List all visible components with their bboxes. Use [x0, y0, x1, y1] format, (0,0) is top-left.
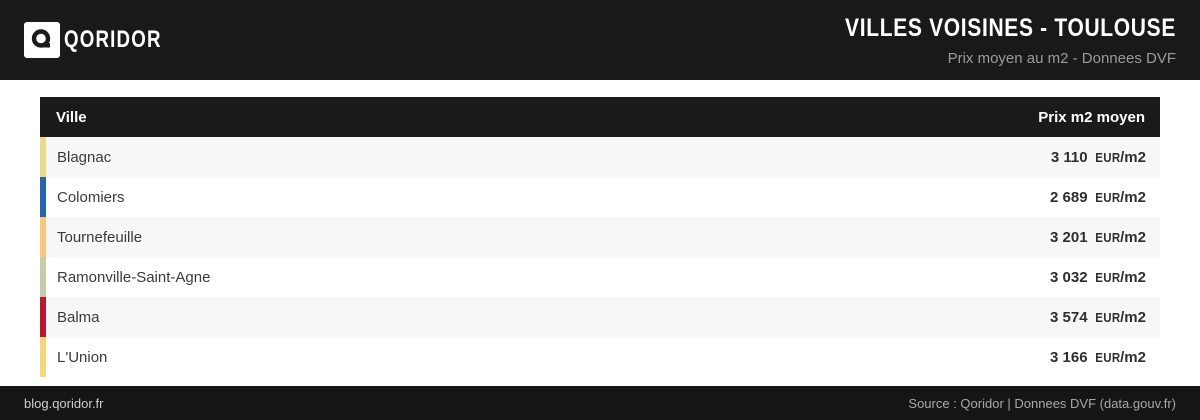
- page-subtitle: Prix moyen au m2 - Donnees DVF: [947, 49, 1176, 67]
- row-accent-bar: [40, 177, 46, 217]
- table-row: L'Union 3 166 EUR/m2: [40, 337, 1160, 377]
- table-row: Colomiers 2 689 EUR/m2: [40, 177, 1160, 217]
- qoridor-logo-icon: [24, 22, 60, 58]
- city-name: Blagnac: [57, 148, 112, 166]
- brand-name: QORIDOR: [64, 26, 162, 53]
- price-value: 2 689 EUR/m2: [1050, 188, 1146, 206]
- price-value: 3 032 EUR/m2: [1050, 268, 1146, 286]
- price-value: 3 201 EUR/m2: [1050, 228, 1146, 246]
- price-value: 3 110 EUR/m2: [1050, 148, 1146, 166]
- footer-bar: blog.qoridor.fr Source : Qoridor | Donne…: [0, 386, 1200, 420]
- column-header-city: Ville: [56, 108, 87, 126]
- price-table: Ville Prix m2 moyen Blagnac 3 110 EUR/m2…: [40, 97, 1160, 377]
- top-header-bar: QORIDOR VILLES VOISINES - TOULOUSE Prix …: [0, 0, 1200, 80]
- page-title: VILLES VOISINES - TOULOUSE: [845, 13, 1176, 42]
- footer-site-url: blog.qoridor.fr: [24, 395, 104, 411]
- q-glyph-icon: [31, 29, 51, 48]
- city-name: Tournefeuille: [57, 228, 143, 246]
- column-header-price: Prix m2 moyen: [1038, 108, 1145, 126]
- row-accent-bar: [40, 257, 46, 297]
- table-row: Balma 3 574 EUR/m2: [40, 297, 1160, 337]
- city-name: Ramonville-Saint-Agne: [57, 268, 211, 286]
- table-row: Blagnac 3 110 EUR/m2: [40, 137, 1160, 177]
- brand: QORIDOR: [24, 22, 189, 58]
- city-name: L'Union: [57, 348, 108, 366]
- price-value: 3 166 EUR/m2: [1050, 348, 1146, 366]
- row-accent-bar: [40, 217, 46, 257]
- footer-source-credit: Source : Qoridor | Donnees DVF (data.gou…: [908, 395, 1176, 411]
- row-accent-bar: [40, 337, 46, 377]
- table-row: Tournefeuille 3 201 EUR/m2: [40, 217, 1160, 257]
- city-name: Colomiers: [57, 188, 125, 206]
- row-accent-bar: [40, 297, 46, 337]
- table-header-row: Ville Prix m2 moyen: [40, 97, 1160, 137]
- header-titles: VILLES VOISINES - TOULOUSE Prix moyen au…: [782, 14, 1176, 67]
- row-accent-bar: [40, 137, 46, 177]
- table-row: Ramonville-Saint-Agne 3 032 EUR/m2: [40, 257, 1160, 297]
- city-name: Balma: [57, 308, 100, 326]
- price-value: 3 574 EUR/m2: [1050, 308, 1146, 326]
